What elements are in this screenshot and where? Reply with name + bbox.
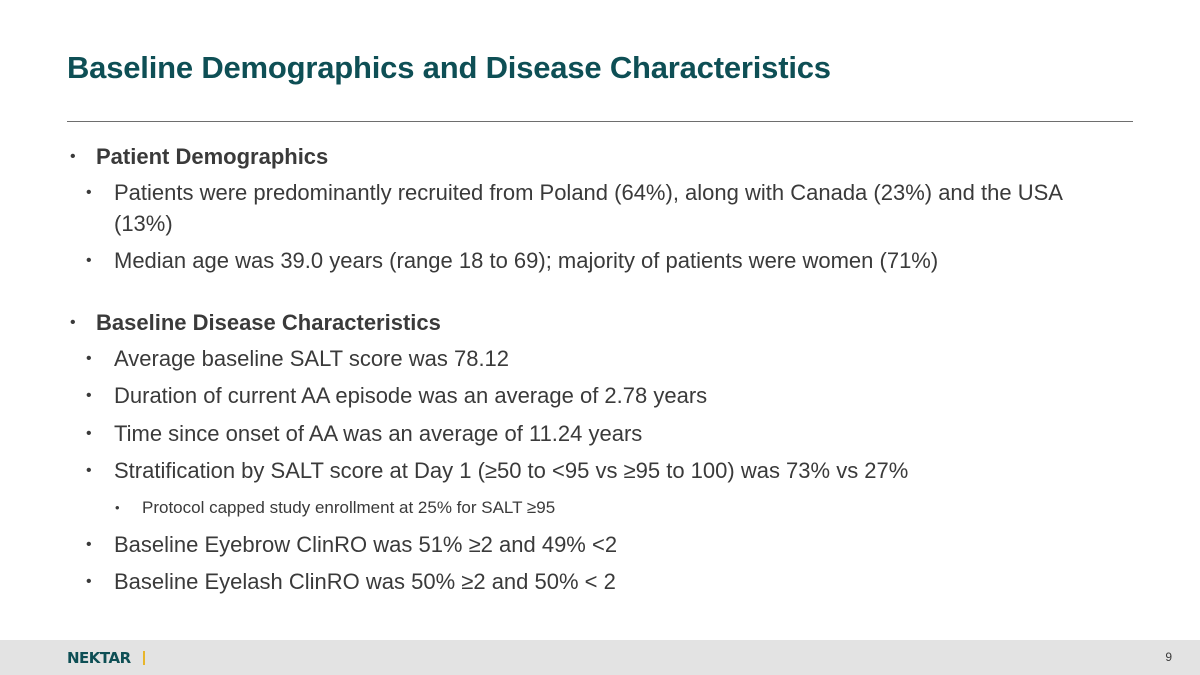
bullet-icon: • (70, 148, 76, 165)
title-divider (67, 121, 1133, 122)
list-item: • Median age was 39.0 years (range 18 to… (86, 245, 1116, 276)
bullet-icon: • (86, 387, 92, 404)
list-item: • Baseline Eyelash ClinRO was 50% ≥2 and… (86, 566, 1116, 597)
bullet-icon: • (70, 314, 76, 331)
list-item: • Stratification by SALT score at Day 1 … (86, 455, 1116, 486)
sub-list-item: • Protocol capped study enrollment at 25… (115, 496, 1015, 520)
page-number: 9 (1165, 650, 1172, 664)
section-heading-disease: • Baseline Disease Characteristics (70, 307, 1130, 338)
bullet-icon: • (86, 350, 92, 367)
logo-divider (142, 651, 145, 665)
bullet-icon: • (86, 184, 92, 201)
list-item: • Time since onset of AA was an average … (86, 418, 1116, 449)
slide-title: Baseline Demographics and Disease Charac… (67, 50, 831, 85)
bullet-icon: • (86, 425, 92, 442)
bullet-icon: • (115, 500, 120, 515)
list-item: • Baseline Eyebrow ClinRO was 51% ≥2 and… (86, 529, 1116, 560)
list-item: • Patients were predominantly recruited … (86, 177, 1116, 239)
bullet-icon: • (86, 462, 92, 479)
list-item: • Average baseline SALT score was 78.12 (86, 343, 1116, 374)
bullet-icon: • (86, 252, 92, 269)
bullet-icon: • (86, 536, 92, 553)
section-heading-demographics: • Patient Demographics (70, 141, 1130, 172)
list-item: • Duration of current AA episode was an … (86, 380, 1116, 411)
logo-text: NEKTAR (67, 649, 131, 667)
nektar-logo: NEKTAR (67, 649, 145, 667)
footer-bar: NEKTAR 9 (0, 640, 1200, 675)
bullet-icon: • (86, 573, 92, 590)
